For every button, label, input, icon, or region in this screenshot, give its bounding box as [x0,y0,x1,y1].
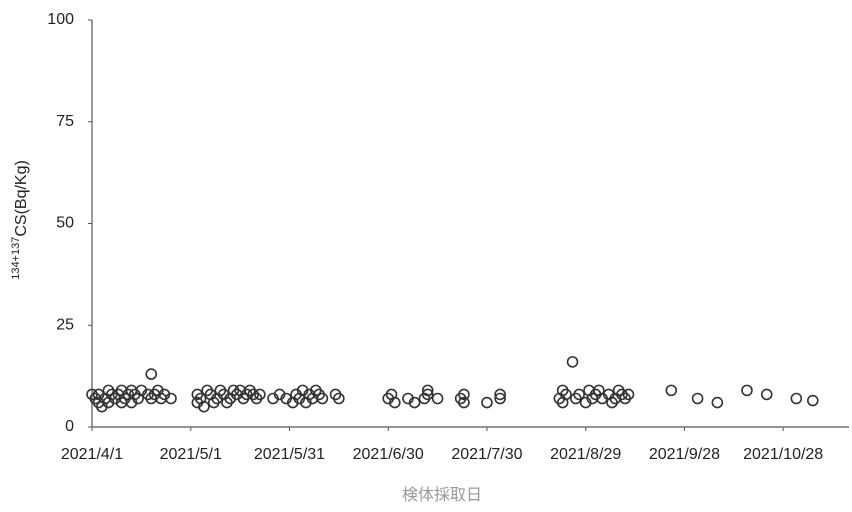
y-axis-label-text: CS(Bq/Kg) [13,160,30,236]
data-point [145,368,158,380]
data-point [665,384,678,397]
data-point [458,388,470,401]
x-axis-label: 検体採取日 [402,486,482,504]
y-tick-label: 100 [47,11,74,28]
data-point [481,396,493,409]
data-point [790,392,803,405]
x-tick-label: 2021/5/31 [254,446,325,463]
data-point [691,392,704,405]
data-point [458,396,470,409]
x-tick-label: 2021/8/29 [550,446,621,463]
data-point [760,388,773,401]
data-point [333,392,345,405]
data-point [421,384,434,397]
y-axis-label-sup: 134+137 [10,237,22,280]
data-point [165,392,177,405]
data-point [573,388,585,401]
data-point [806,394,819,407]
y-tick-label: 25 [56,316,74,333]
x-tick-label: 2021/7/30 [451,446,522,463]
x-tick-label: 2021/5/1 [160,446,222,463]
x-tick-label: 2021/9/28 [649,446,720,463]
data-point [711,396,724,409]
data-point [494,392,506,405]
y-tick-label: 75 [56,113,74,130]
x-tick-label: 2021/6/30 [353,446,424,463]
data-point [566,356,579,368]
data-point [421,388,434,401]
data-point [408,396,421,409]
data-point [741,384,753,397]
y-tick-label: 50 [56,215,74,232]
data-point [560,388,572,401]
data-point [388,396,401,409]
data-point [494,388,506,401]
data-point [198,400,210,413]
data-point [431,392,444,405]
data-point [254,388,266,401]
x-tick-label: 2021/10/28 [743,446,823,463]
data-point [316,392,329,405]
x-tick-label: 2021/4/1 [61,446,123,463]
y-tick-label: 0 [65,418,74,435]
data-point [622,388,635,401]
y-axis-label: 134+137CS(Bq/Kg) [10,160,30,280]
